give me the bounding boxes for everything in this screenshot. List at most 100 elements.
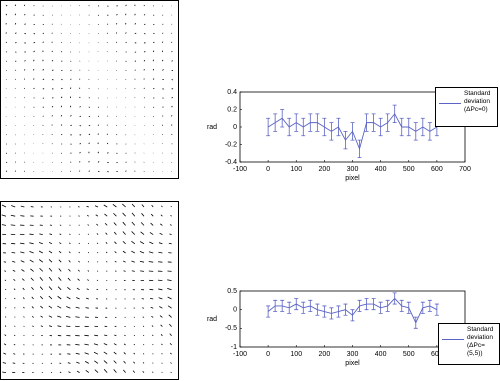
quiver-arrow: [77, 269, 80, 272]
quiver-arrow: [103, 204, 108, 208]
quiver-arrow: [66, 296, 71, 300]
quiver-arrow: [152, 41, 155, 44]
quiver-arrow: [13, 343, 16, 346]
quiver-arrow: [57, 315, 62, 318]
error-bar: [315, 113, 320, 132]
quiver-arrow: [84, 343, 89, 346]
quiver-arrow: [48, 259, 53, 263]
quiver-arrow: [86, 205, 89, 208]
quiver-arrow: [2, 371, 7, 373]
quiver-arrow: [159, 315, 163, 318]
x-tick-label: 600: [431, 351, 443, 358]
quiver-arrow: [139, 250, 145, 254]
quiver-arrow: [40, 325, 43, 327]
quiver-arrow: [4, 325, 7, 327]
quiver-arrow: [30, 277, 34, 281]
y-tick-label: 0: [233, 124, 237, 131]
quiver-arrow: [11, 205, 16, 208]
quiver-arrow: [123, 360, 126, 364]
quiver-arrow: [105, 251, 108, 254]
quiver-arrow: [123, 343, 126, 346]
x-tick-label: 100: [290, 351, 302, 358]
quiver-arrow: [123, 352, 126, 355]
x-tick-label: 500: [403, 166, 415, 173]
x-axis-label: pixel: [345, 175, 360, 182]
error-bar: [413, 316, 418, 329]
quiver-arrow: [162, 115, 164, 117]
error-bar: [371, 298, 376, 311]
quiver-arrow: [122, 221, 126, 226]
quiver-arrow: [151, 315, 154, 318]
quiver-arrow: [86, 288, 89, 291]
quiver-arrow: [58, 259, 62, 263]
quiver-arrow: [94, 205, 99, 208]
quiver-arrow: [20, 251, 25, 254]
quiver-arrow: [20, 215, 25, 217]
quiver-arrow: [14, 32, 17, 34]
quiver-arrow: [168, 242, 172, 245]
quiver-arrow: [79, 151, 81, 154]
quiver-arrow: [59, 233, 62, 235]
quiver-arrow: [22, 297, 25, 300]
quiver-arrow: [1, 224, 7, 226]
y-tick-label: 0.5: [227, 288, 237, 295]
quiver-arrow: [24, 60, 26, 62]
quiver-arrow: [112, 204, 117, 208]
quiver-arrow: [94, 369, 99, 373]
error-bar: [329, 307, 334, 320]
quiver-arrow: [162, 32, 164, 34]
quiver-arrow: [84, 352, 89, 355]
quiver-arrow: [131, 260, 135, 263]
error-bar: [378, 301, 383, 314]
x-tick-label: 600: [431, 166, 443, 173]
quiver-field: [1, 203, 172, 373]
quiver-arrow: [24, 23, 26, 25]
quiver-arrow: [60, 133, 63, 136]
quiver-arrow: [169, 233, 172, 235]
error-bar: [280, 299, 285, 312]
quiver-arrow: [171, 50, 173, 53]
quiver-arrow: [113, 212, 117, 217]
quiver-arrow: [87, 279, 90, 281]
quiver-arrow: [61, 87, 63, 90]
error-bar: [399, 299, 404, 312]
error-bar: [406, 117, 411, 137]
legend-label: Standard deviation (ΔPc=0): [464, 90, 491, 113]
quiver-arrow: [48, 305, 53, 309]
error-bar: [266, 305, 271, 318]
quiver-arrow: [68, 251, 71, 254]
quiver-arrow: [60, 96, 63, 99]
error-bar: [406, 301, 411, 314]
error-bar: [378, 117, 383, 137]
quiver-arrow: [23, 325, 25, 327]
quiver-arrow: [87, 261, 90, 263]
quiver-arrow: [114, 270, 117, 272]
quiver-arrow: [152, 50, 155, 53]
quiver-arrow: [67, 362, 71, 364]
error-bar: [392, 292, 397, 305]
quiver-arrow: [151, 325, 154, 327]
quiver-arrow: [14, 325, 16, 327]
legend-label: Standard deviation (ΔPc=(5,5)): [467, 326, 494, 357]
quiver-arrow: [133, 334, 136, 337]
quiver-arrow: [162, 69, 164, 71]
quiver-arrow: [113, 360, 117, 364]
quiver-arrow: [76, 361, 80, 364]
quiver-arrow: [131, 231, 136, 235]
quiver-arrow: [58, 250, 62, 254]
y-tick-label: -1: [231, 344, 237, 351]
x-tick-label: 500: [403, 351, 415, 358]
quiver-arrow: [148, 261, 154, 263]
quiver-arrow: [4, 334, 7, 337]
error-bar: [294, 298, 299, 311]
quiver-arrow: [171, 96, 174, 99]
quiver-arrow: [140, 231, 145, 235]
quiver-arrow: [66, 306, 71, 309]
y-tick-label: 0.4: [227, 89, 237, 96]
quiver-arrow: [170, 205, 172, 208]
x-tick-label: 300: [347, 166, 359, 173]
x-tick-label: -100: [233, 166, 247, 173]
quiver-arrow: [88, 142, 90, 145]
y-tick-label: -0.4: [225, 159, 237, 166]
